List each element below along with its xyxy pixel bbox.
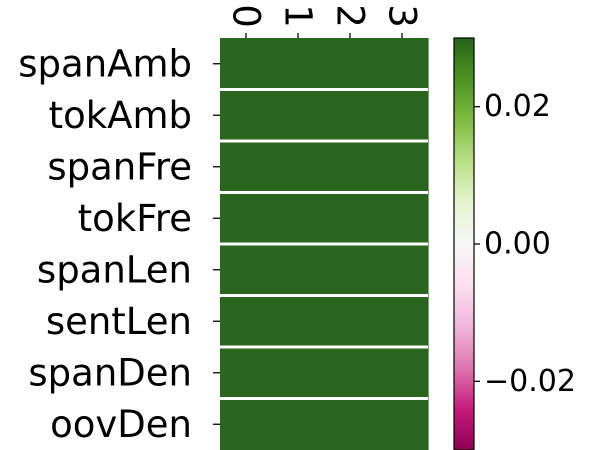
y-axis: spanAmb tokAmb spanFre tokFre spanLen sentLen… xyxy=(18,42,220,446)
heatmap-cell xyxy=(324,89,377,142)
y-tick-label: spanDen xyxy=(28,351,192,394)
colorbar-gradient xyxy=(453,37,475,450)
y-tick-label: spanLen xyxy=(37,248,192,291)
heatmap-cell xyxy=(272,38,325,91)
heatmap-cell xyxy=(272,244,325,297)
y-tick-label: tokAmb xyxy=(49,94,192,137)
x-tick-label: 0 xyxy=(225,4,268,28)
heatmap-cell xyxy=(376,295,429,348)
heatmap-cell xyxy=(220,244,273,297)
x-tick-label: 2 xyxy=(329,4,372,28)
row-separators xyxy=(220,88,428,400)
heatmap-cell xyxy=(376,38,429,91)
heatmap-cell xyxy=(376,398,429,450)
heatmap-cell xyxy=(220,295,273,348)
colorbar-tick-label: 0.00 xyxy=(484,227,551,262)
x-tick-label: 1 xyxy=(277,4,320,28)
heatmap-cell xyxy=(324,398,377,450)
heatmap-cell xyxy=(376,89,429,142)
heatmap-cell xyxy=(272,295,325,348)
heatmap-cell xyxy=(324,192,377,245)
x-tick-label: 3 xyxy=(381,4,424,28)
heatmap-cell xyxy=(272,141,325,194)
heatmap-cell xyxy=(220,398,273,450)
heatmap-cell xyxy=(220,192,273,245)
heatmap-cell xyxy=(220,89,273,142)
heatmap-cell xyxy=(324,141,377,194)
heatmap-cell xyxy=(324,38,377,91)
heatmap-cell xyxy=(272,89,325,142)
heatmap-cell xyxy=(272,347,325,400)
heatmap-cell xyxy=(376,192,429,245)
colorbar: 0.02 0.00 −0.02 xyxy=(453,37,576,450)
heatmap-cell xyxy=(376,244,429,297)
heatmap-cell xyxy=(324,244,377,297)
heatmap-cell xyxy=(220,38,273,91)
heatmap-cell xyxy=(376,347,429,400)
y-tick-label: spanAmb xyxy=(18,42,192,85)
y-tick-label: oovDen xyxy=(50,403,192,446)
heatmap-cell xyxy=(220,347,273,400)
heatmap-cell xyxy=(376,141,429,194)
heatmap-cell xyxy=(272,398,325,450)
colorbar-tick-label: 0.02 xyxy=(484,89,551,124)
heatmap-cell xyxy=(324,295,377,348)
y-tick-label: sentLen xyxy=(46,300,192,343)
heatmap-cell xyxy=(220,141,273,194)
heatmap-cell xyxy=(324,347,377,400)
y-tick-label: spanFre xyxy=(47,145,192,188)
colorbar-tick-label: −0.02 xyxy=(484,364,576,399)
heatmap-cell xyxy=(272,192,325,245)
heatmap-cells xyxy=(220,38,429,450)
y-tick-label: tokFre xyxy=(78,197,192,240)
